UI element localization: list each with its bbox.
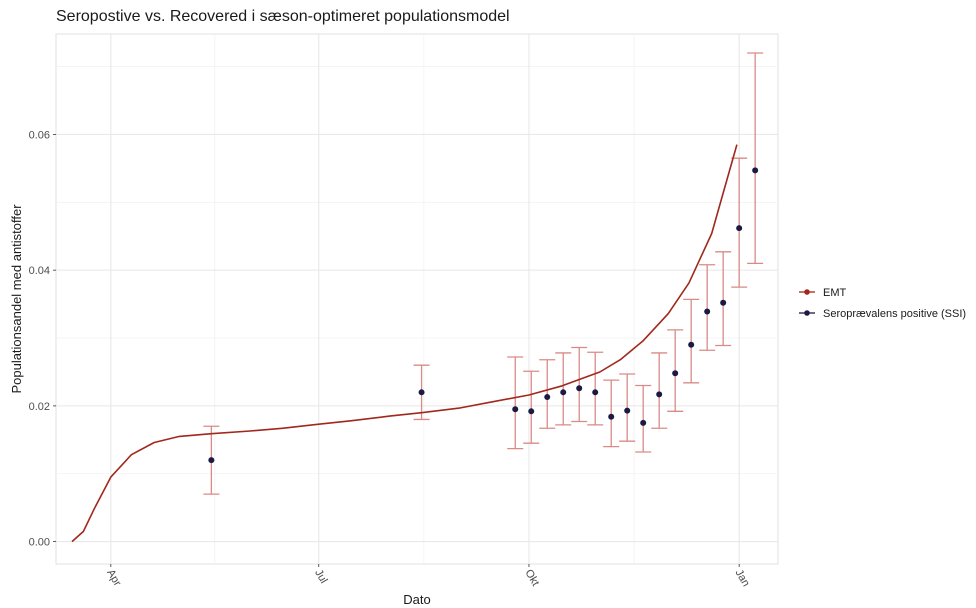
legend-label: EMT <box>823 287 847 299</box>
error-bar <box>507 356 524 450</box>
legend: EMT Seroprævalens positive (SSI) <box>799 287 966 320</box>
data-point <box>592 389 599 396</box>
error-bar <box>555 352 572 426</box>
x-tick-label: Jan <box>733 568 752 589</box>
y-axis-title: Populationsandel med antistoffer <box>9 204 24 394</box>
data-point <box>608 413 615 420</box>
data-point <box>688 341 695 348</box>
data-point <box>720 299 727 306</box>
error-bar <box>699 264 716 351</box>
data-point <box>704 308 711 315</box>
x-axis-title: Dato <box>403 592 430 607</box>
emt-line-layer <box>71 144 738 543</box>
x-tick-label: Jul <box>312 568 329 586</box>
data-point <box>560 389 567 396</box>
error-bars <box>203 52 764 495</box>
y-tick-label: 0.00 <box>29 537 50 549</box>
error-bar <box>651 352 668 429</box>
y-tick-label: 0.02 <box>29 401 50 413</box>
plot-panel <box>55 33 779 565</box>
legend-item: Seroprævalens positive (SSI) <box>799 308 966 320</box>
y-axis-ticks: 0.00 0.02 0.04 0.06 <box>29 129 56 549</box>
data-point <box>624 407 631 414</box>
grid <box>56 34 778 564</box>
error-bar <box>683 298 700 384</box>
emt-line <box>71 144 738 543</box>
data-point <box>418 389 425 396</box>
error-bar <box>635 384 652 453</box>
legend-key-dot <box>804 310 810 316</box>
data-point <box>576 385 583 392</box>
x-tick-label: Apr <box>104 568 123 589</box>
data-point <box>512 406 519 413</box>
error-bar <box>619 373 636 442</box>
error-bar <box>715 251 732 347</box>
y-tick-label: 0.04 <box>29 265 50 277</box>
legend-item: EMT <box>799 287 847 299</box>
error-bar <box>539 359 556 429</box>
error-bar <box>587 351 604 426</box>
chart-title: Seropostive vs. Recovered i sæson-optime… <box>56 8 510 25</box>
error-bar <box>603 379 620 448</box>
data-point <box>672 370 679 377</box>
data-point <box>528 408 535 415</box>
error-bar <box>523 370 540 444</box>
x-axis-ticks: Apr Jul Okt Jan <box>104 564 752 589</box>
error-bar <box>747 52 764 265</box>
error-bar <box>571 346 588 423</box>
data-point <box>752 167 759 174</box>
legend-label: Seroprævalens positive (SSI) <box>823 308 966 320</box>
seroprevalence-points <box>208 167 759 464</box>
data-point <box>736 225 743 232</box>
y-tick-label: 0.06 <box>29 129 50 141</box>
data-point <box>656 391 663 398</box>
x-tick-label: Okt <box>522 568 541 589</box>
data-point <box>544 394 551 401</box>
legend-key-dot <box>804 289 810 295</box>
data-point <box>208 457 215 464</box>
data-point <box>640 419 647 426</box>
